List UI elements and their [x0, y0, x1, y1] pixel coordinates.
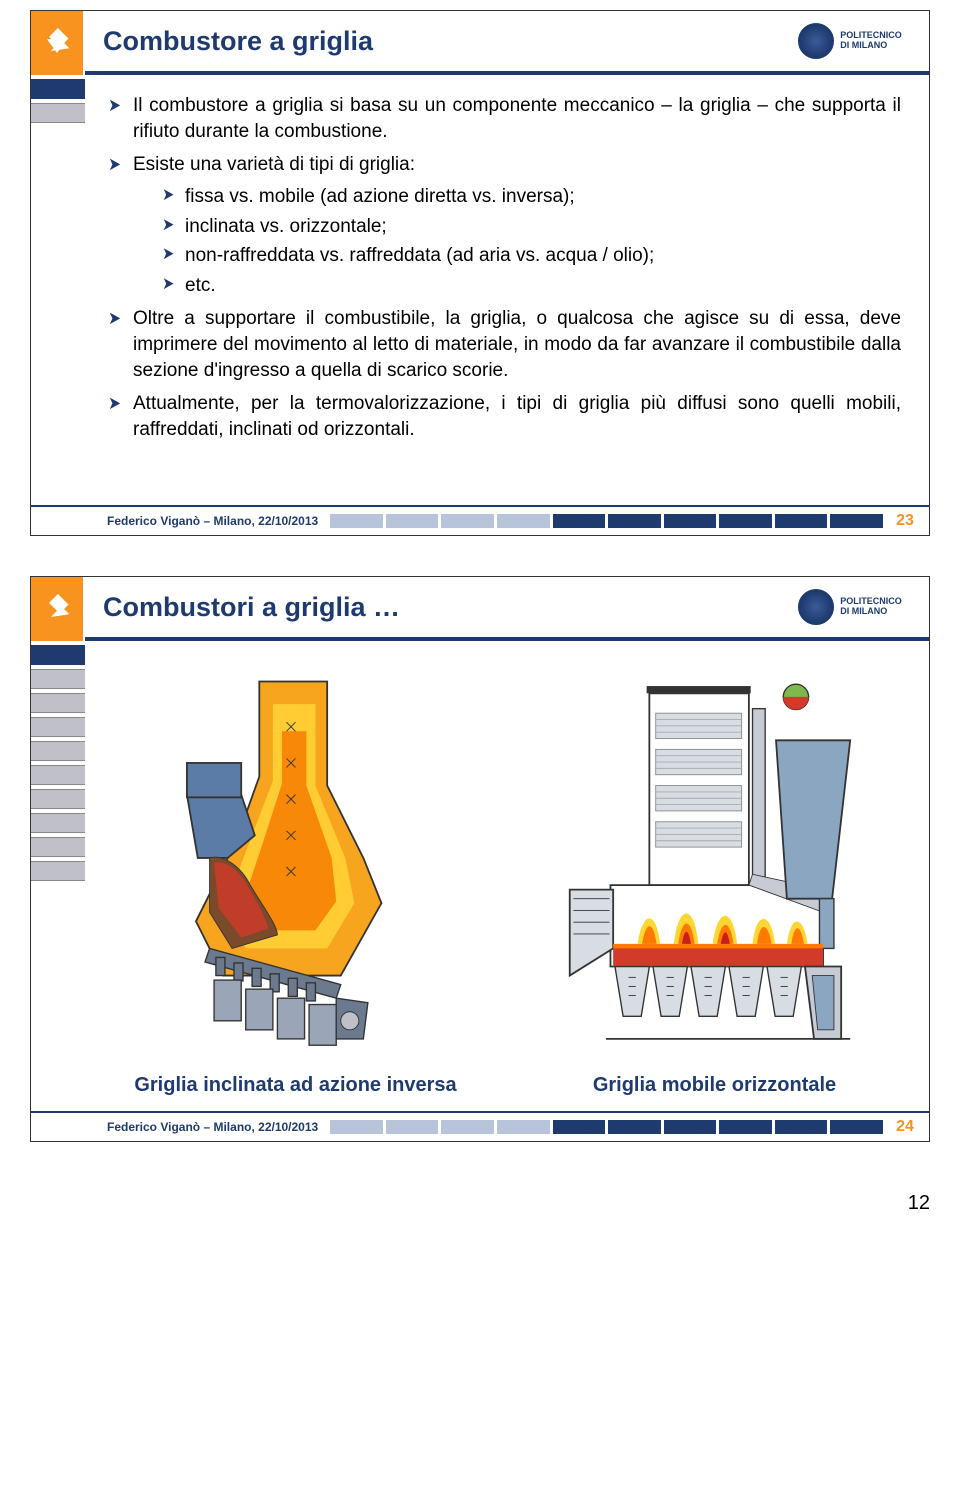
side-mark [31, 669, 85, 689]
footer-block [386, 1120, 439, 1134]
slide-title: Combustore a griglia [103, 26, 373, 57]
footer-block [664, 1120, 717, 1134]
corner-arrow-icon [31, 577, 85, 641]
footer-block [719, 1120, 772, 1134]
side-mark [31, 789, 85, 809]
diagram-left: Griglia inclinata ad azione inversa [101, 677, 490, 1103]
diagram-right: Griglia mobile orizzontale [520, 677, 909, 1103]
slide-header: Combustore a griglia POLITECNICO DI MILA… [31, 11, 929, 75]
sub-bullet-item: etc. [161, 273, 901, 299]
footer-block [608, 1120, 661, 1134]
slide-body: Il combustore a griglia si basa su un co… [31, 75, 929, 505]
footer-block [386, 514, 439, 528]
side-mark [31, 103, 85, 123]
bullet-text: Attualmente, per la termovalorizzazione,… [133, 393, 901, 440]
sub-bullet-list: fissa vs. mobile (ad azione diretta vs. … [161, 184, 901, 299]
footer-label: Federico Viganò – Milano, 22/10/2013 [31, 514, 318, 528]
university-logo: POLITECNICO DI MILANO [779, 11, 929, 75]
brand-line2: DI MILANO [840, 606, 887, 616]
diagram-caption-left: Griglia inclinata ad azione inversa [101, 1062, 490, 1103]
slide-footer: Federico Viganò – Milano, 22/10/2013 23 [31, 505, 929, 535]
footer-blocks [318, 514, 889, 528]
slide-title-box: Combustori a griglia … [85, 577, 779, 641]
side-mark [31, 861, 85, 881]
sub-bullet-item: non-raffreddata vs. raffreddata (ad aria… [161, 243, 901, 269]
slide-24: Combustori a griglia … POLITECNICO DI MI… [30, 576, 930, 1142]
side-mark [31, 741, 85, 761]
side-mark [31, 717, 85, 737]
bullet-item: Esiste una varietà di tipi di griglia: f… [107, 152, 901, 298]
side-mark [31, 645, 85, 665]
slide-number: 23 [889, 512, 929, 530]
footer-label: Federico Viganò – Milano, 22/10/2013 [31, 1120, 318, 1134]
side-mark [31, 813, 85, 833]
slide-title: Combustori a griglia … [103, 592, 400, 623]
footer-block [441, 514, 494, 528]
diagram-caption-right: Griglia mobile orizzontale [520, 1062, 909, 1103]
bullet-list: Il combustore a griglia si basa su un co… [107, 93, 901, 443]
diagram-row: Griglia inclinata ad azione inversa [31, 641, 929, 1111]
logo-seal-icon [798, 23, 834, 59]
side-mark [31, 765, 85, 785]
brand-line1: POLITECNICO [840, 30, 902, 40]
side-mark [31, 693, 85, 713]
slide-footer: Federico Viganò – Milano, 22/10/2013 24 [31, 1111, 929, 1141]
footer-block [330, 514, 383, 528]
side-mark [31, 837, 85, 857]
bullet-text: Esiste una varietà di tipi di griglia: [133, 154, 415, 175]
corner-arrow-icon [31, 11, 85, 75]
footer-block [830, 514, 883, 528]
slide-title-box: Combustore a griglia [85, 11, 779, 75]
document-page-number: 12 [0, 1182, 960, 1235]
brand-line2: DI MILANO [840, 40, 887, 50]
footer-block [830, 1120, 883, 1134]
slide-23: Combustore a griglia POLITECNICO DI MILA… [30, 10, 930, 536]
bullet-text: Il combustore a griglia si basa su un co… [133, 95, 901, 142]
footer-block [497, 1120, 550, 1134]
side-marks [31, 75, 85, 505]
bullet-item: Il combustore a griglia si basa su un co… [107, 93, 901, 144]
footer-block [775, 1120, 828, 1134]
footer-block [441, 1120, 494, 1134]
sub-bullet-item: fissa vs. mobile (ad azione diretta vs. … [161, 184, 901, 210]
footer-block [608, 514, 661, 528]
footer-block [775, 514, 828, 528]
bullet-item: Attualmente, per la termovalorizzazione,… [107, 391, 901, 442]
inclined-grate-diagram [101, 677, 490, 1057]
footer-block [664, 514, 717, 528]
sub-bullet-item: inclinata vs. orizzontale; [161, 214, 901, 240]
footer-block [553, 1120, 606, 1134]
footer-block [553, 514, 606, 528]
horizontal-grate-diagram [520, 677, 909, 1057]
logo-text: POLITECNICO DI MILANO [840, 31, 902, 51]
footer-block [719, 514, 772, 528]
side-mark [31, 79, 85, 99]
side-marks [31, 641, 85, 1111]
footer-blocks [318, 1120, 889, 1134]
brand-line1: POLITECNICO [840, 596, 902, 606]
logo-seal-icon [798, 589, 834, 625]
footer-block [497, 514, 550, 528]
bullet-item: Oltre a supportare il combustibile, la g… [107, 306, 901, 383]
slide-number: 24 [889, 1118, 929, 1136]
footer-block [330, 1120, 383, 1134]
bullet-text: Oltre a supportare il combustibile, la g… [133, 308, 901, 380]
logo-text: POLITECNICO DI MILANO [840, 597, 902, 617]
university-logo: POLITECNICO DI MILANO [779, 577, 929, 641]
slide-header: Combustori a griglia … POLITECNICO DI MI… [31, 577, 929, 641]
